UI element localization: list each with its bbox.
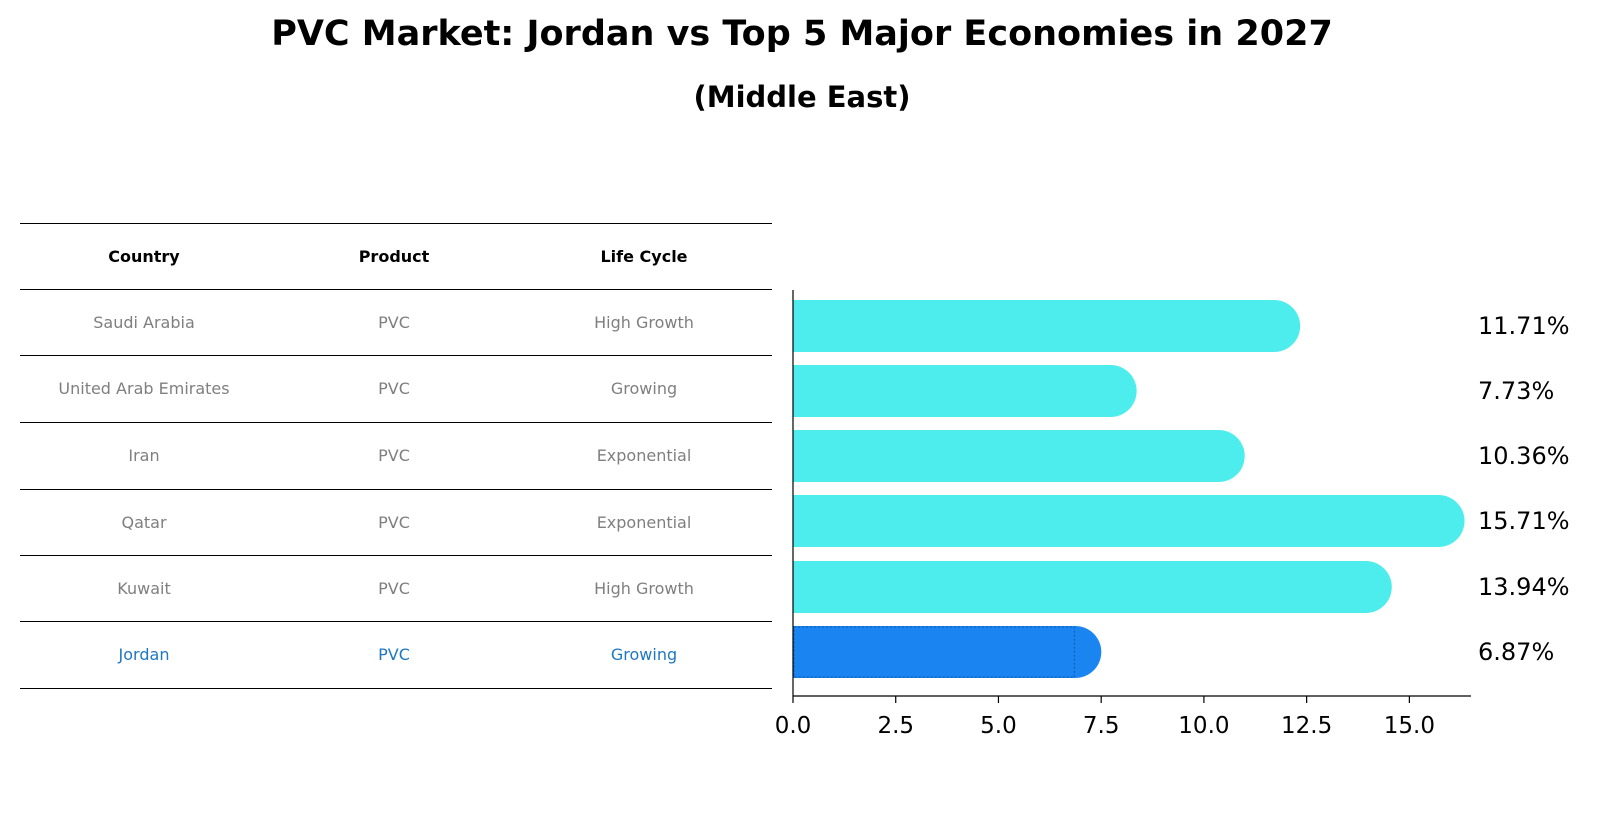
table-rule	[20, 355, 772, 356]
x-tick-label: 10.0	[1178, 713, 1229, 739]
table-rule	[20, 621, 772, 622]
table-rule	[20, 489, 772, 490]
table-header-cell: Country	[108, 246, 180, 266]
table-cell: Exponential	[596, 446, 692, 465]
bar-jordan	[793, 626, 1102, 678]
table-cell: Qatar	[121, 512, 167, 532]
table-cell: Saudi Arabia	[93, 312, 195, 332]
table-cell: High Growth	[594, 312, 694, 332]
table-rule	[20, 422, 772, 423]
table-cell: Growing	[610, 645, 678, 664]
x-tick-label: 7.5	[1083, 713, 1120, 739]
bar-united-arab-emirates	[793, 365, 1137, 417]
bar-value-label: 6.87%	[1478, 638, 1554, 666]
x-tick-label: 0.0	[775, 713, 812, 739]
x-tick-label: 5.0	[980, 713, 1017, 739]
x-tick-label: 15.0	[1384, 713, 1435, 739]
table-rule	[20, 555, 772, 556]
table-header-cell: Life Cycle	[600, 246, 688, 266]
table-rule	[20, 289, 772, 290]
bar-value-label: 11.71%	[1478, 312, 1570, 340]
table-rule	[20, 223, 772, 224]
table-cell: PVC	[378, 512, 410, 532]
x-tick-label: 2.5	[877, 713, 914, 739]
table-cell: PVC	[378, 645, 410, 664]
bar-qatar	[793, 495, 1465, 547]
table-cell: PVC	[378, 379, 410, 398]
table-rule	[20, 688, 772, 689]
table-cell: PVC	[378, 312, 410, 332]
bar-value-label: 15.71%	[1478, 507, 1570, 535]
bar-value-label: 7.73%	[1478, 377, 1554, 405]
bar-kuwait	[793, 561, 1392, 613]
table-cell: High Growth	[594, 578, 694, 598]
bar-highlight-outline	[793, 626, 1075, 678]
table-cell: PVC	[378, 446, 410, 465]
table-cell: Iran	[128, 446, 160, 465]
table-header-cell: Product	[358, 246, 430, 266]
table-cell: United Arab Emirates	[58, 379, 230, 398]
bar-value-label: 13.94%	[1478, 573, 1570, 601]
table-cell: Exponential	[596, 512, 692, 532]
chart-subtitle: (Middle East)	[693, 80, 911, 114]
table-cell: Jordan	[118, 645, 170, 664]
bar-saudi-arabia	[793, 300, 1301, 352]
x-tick-label: 12.5	[1281, 713, 1332, 739]
table-cell: PVC	[378, 578, 410, 598]
bar-value-label: 10.36%	[1478, 442, 1570, 470]
bar-iran	[793, 430, 1245, 482]
table-cell: Kuwait	[117, 578, 171, 598]
chart-title: PVC Market: Jordan vs Top 5 Major Econom…	[271, 14, 1333, 54]
table-cell: Growing	[610, 379, 678, 398]
